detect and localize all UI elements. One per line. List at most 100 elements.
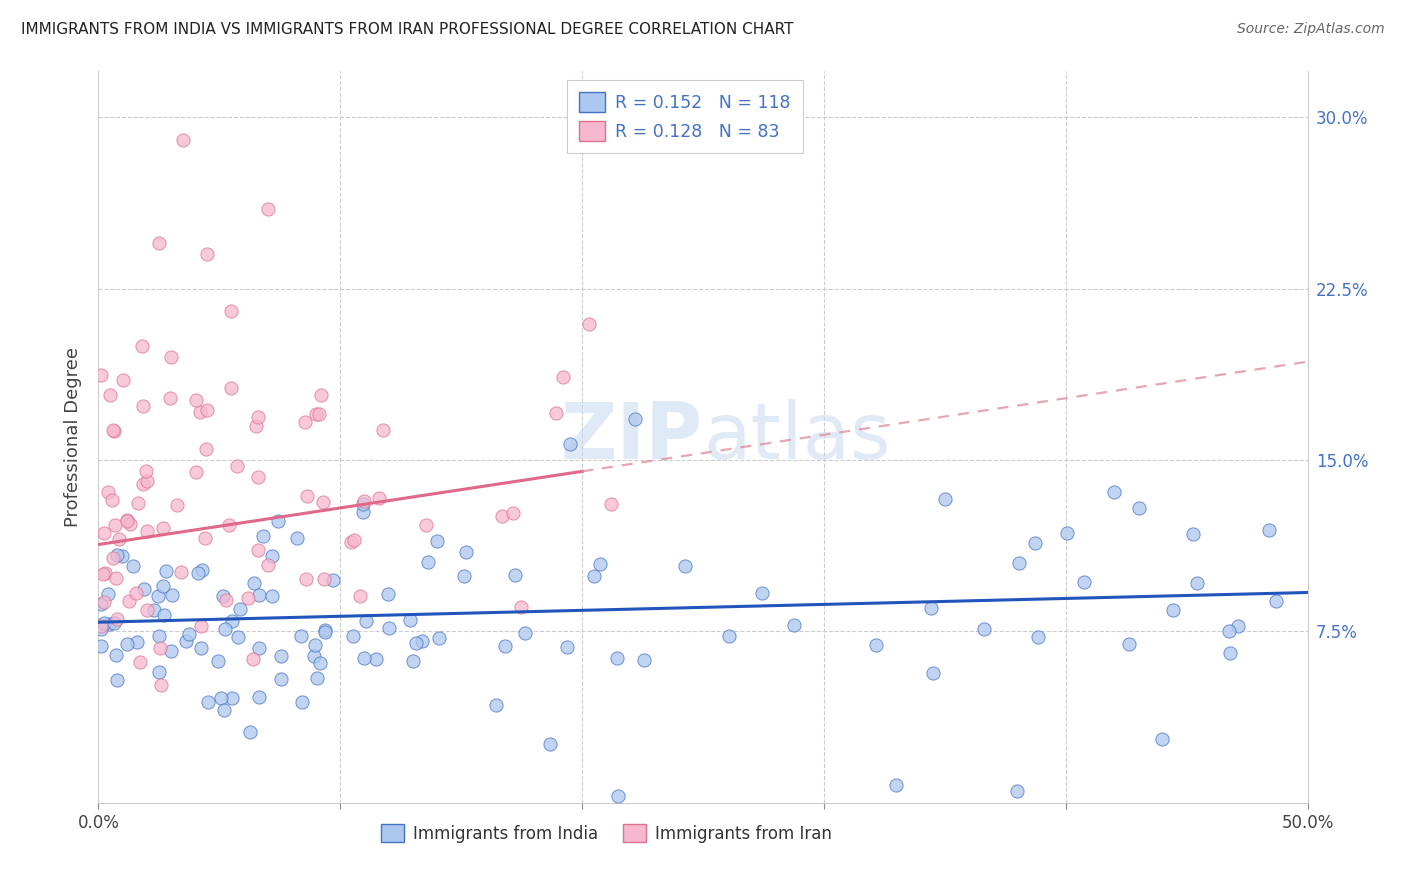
Point — [1128, 501, 1150, 516]
Point — [105, 648, 128, 662]
Point — [606, 651, 628, 665]
Point — [152, 520, 174, 534]
Point — [270, 672, 292, 686]
Point — [1218, 624, 1240, 639]
Point — [115, 514, 138, 528]
Point — [91, 567, 114, 582]
Point — [170, 566, 193, 580]
Point — [190, 563, 212, 577]
Point — [247, 470, 270, 484]
Point — [589, 557, 612, 571]
Point — [1073, 575, 1095, 590]
Point — [973, 622, 995, 636]
Point — [195, 402, 218, 417]
Point — [159, 644, 181, 658]
Point — [920, 601, 942, 615]
Point — [503, 568, 526, 582]
Point — [624, 412, 647, 426]
Point — [290, 629, 312, 643]
Point — [98, 616, 121, 631]
Point — [415, 518, 437, 533]
Point — [491, 509, 513, 524]
Point — [252, 529, 274, 543]
Point — [215, 593, 238, 607]
Point — [582, 569, 605, 583]
Point — [90, 368, 112, 383]
Point — [247, 640, 270, 655]
Point — [148, 629, 170, 643]
Point — [352, 505, 374, 519]
Point — [221, 304, 243, 318]
Point — [105, 673, 128, 688]
Point — [308, 656, 330, 670]
Point — [128, 655, 150, 669]
Point — [172, 133, 194, 147]
Point — [132, 399, 155, 413]
Point — [783, 618, 806, 632]
Point — [291, 695, 314, 709]
Point — [90, 619, 112, 633]
Point — [340, 535, 363, 549]
Point — [1227, 619, 1250, 633]
Point — [256, 558, 278, 572]
Point — [1102, 485, 1125, 500]
Point — [174, 634, 197, 648]
Point — [155, 564, 177, 578]
Point — [267, 514, 290, 528]
Point — [117, 637, 139, 651]
Point — [454, 545, 477, 559]
Point — [136, 474, 159, 488]
Point — [502, 506, 524, 520]
Point — [546, 407, 568, 421]
Point — [352, 497, 374, 511]
Point — [153, 608, 176, 623]
Point — [190, 619, 212, 633]
Point — [90, 640, 112, 654]
Point — [322, 574, 344, 588]
Point — [148, 235, 170, 250]
Y-axis label: Professional Degree: Professional Degree — [65, 347, 83, 527]
Point — [247, 543, 270, 558]
Point — [90, 622, 112, 636]
Point — [555, 640, 578, 655]
Point — [309, 388, 332, 402]
Point — [302, 648, 325, 663]
Text: Source: ZipAtlas.com: Source: ZipAtlas.com — [1237, 22, 1385, 37]
Point — [118, 594, 141, 608]
Point — [135, 464, 157, 478]
Point — [673, 558, 696, 573]
Point — [1219, 646, 1241, 660]
Point — [105, 571, 128, 585]
Point — [865, 638, 887, 652]
Point — [101, 423, 124, 437]
Point — [243, 576, 266, 591]
Point — [1007, 784, 1029, 798]
Point — [1185, 575, 1208, 590]
Point — [607, 789, 630, 803]
Point — [314, 624, 336, 638]
Point — [494, 640, 516, 654]
Point — [111, 549, 134, 563]
Point — [188, 405, 211, 419]
Point — [125, 634, 148, 648]
Point — [195, 442, 218, 456]
Point — [373, 423, 395, 437]
Point — [256, 202, 278, 216]
Point — [221, 690, 243, 705]
Text: IMMIGRANTS FROM INDIA VS IMMIGRANTS FROM IRAN PROFESSIONAL DEGREE CORRELATION CH: IMMIGRANTS FROM INDIA VS IMMIGRANTS FROM… — [21, 22, 793, 37]
Point — [160, 588, 183, 602]
Point — [127, 496, 149, 510]
Point — [225, 459, 247, 474]
Point — [105, 549, 128, 563]
Point — [115, 513, 138, 527]
Point — [184, 392, 207, 407]
Point — [1257, 523, 1279, 537]
Point — [98, 387, 121, 401]
Point — [209, 691, 232, 706]
Point — [219, 381, 242, 395]
Legend: Immigrants from India, Immigrants from Iran: Immigrants from India, Immigrants from I… — [374, 817, 838, 849]
Point — [398, 614, 420, 628]
Point — [134, 582, 156, 596]
Point — [236, 591, 259, 605]
Point — [152, 579, 174, 593]
